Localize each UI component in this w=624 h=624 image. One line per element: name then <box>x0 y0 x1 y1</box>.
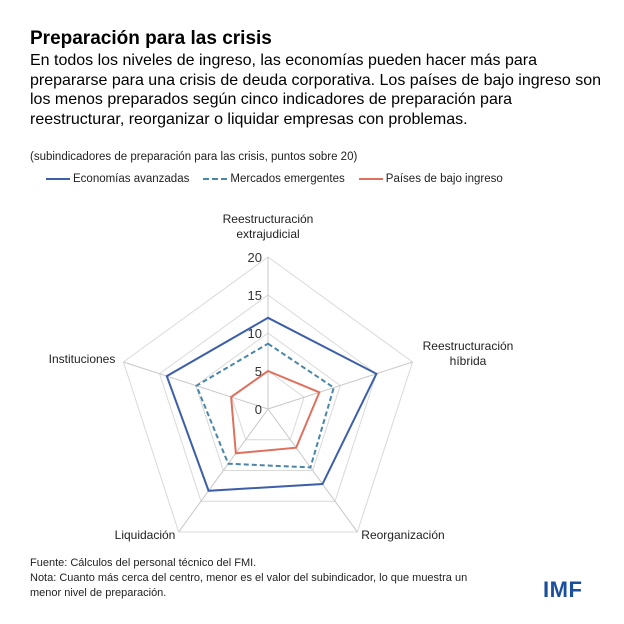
note: Nota: Cuanto más cerca del centro, menor… <box>30 572 468 599</box>
axis-label-3: Reorganización <box>361 528 444 542</box>
grid-ring <box>122 256 414 533</box>
legend-swatch <box>358 178 383 180</box>
series-0-polygon <box>165 316 378 492</box>
footnotes: Fuente: Cálculos del personal técnico de… <box>30 556 500 601</box>
legend-swatch <box>203 178 228 180</box>
axis-label-line: extrajudicial <box>236 227 299 241</box>
source-note: Fuente: Cálculos del personal técnico de… <box>30 557 257 569</box>
chart-subtitle: (subindicadores de preparación para las … <box>30 151 358 163</box>
legend-item-avanzadas: Economías avanzadas <box>46 173 189 185</box>
grid-ring <box>195 332 341 471</box>
imf-logo: IMF <box>543 577 583 602</box>
axis-spoke <box>267 408 358 533</box>
grid-ring <box>158 294 378 502</box>
series-1-polygon <box>195 342 335 469</box>
legend-swatch <box>46 178 70 180</box>
axis-label-2: Reestructuración híbrida <box>423 339 514 368</box>
axis-label-line: Liquidación <box>115 528 176 542</box>
legend-item-bajo-ingreso: Países de bajo ingreso <box>358 173 503 185</box>
axis-label-1: Reestructuración extrajudicial <box>223 212 314 241</box>
description: En todos los niveles de ingreso, las eco… <box>30 52 602 128</box>
axis-label-line: híbrida <box>450 354 487 368</box>
legend-label: Economías avanzadas <box>73 173 190 185</box>
legend: Economías avanzadas Mercados emergentes … <box>46 173 503 185</box>
axis-label-5: Instituciones <box>49 352 116 366</box>
axis-label-line: Reestructuración <box>223 212 314 226</box>
axis-label-line: Reestructuración <box>423 339 514 353</box>
axis-spoke <box>178 408 269 533</box>
tick-label: 15 <box>248 288 262 303</box>
legend-label: Países de bajo ingreso <box>385 173 503 185</box>
tick-label: 20 <box>248 250 262 265</box>
axis-label-4: Liquidación <box>115 528 176 542</box>
tick-label: 5 <box>255 364 262 379</box>
axis-spoke <box>267 361 413 410</box>
tick-label: 0 <box>255 402 262 417</box>
axis-label-line: Instituciones <box>49 352 116 366</box>
legend-item-emergentes: Mercados emergentes <box>203 173 345 185</box>
legend-label: Mercados emergentes <box>230 173 345 185</box>
page-title: Preparación para las crisis <box>30 28 272 49</box>
tick-label: 10 <box>248 326 262 341</box>
axis-label-line: Reorganización <box>361 528 444 542</box>
series-2-polygon <box>230 369 321 455</box>
